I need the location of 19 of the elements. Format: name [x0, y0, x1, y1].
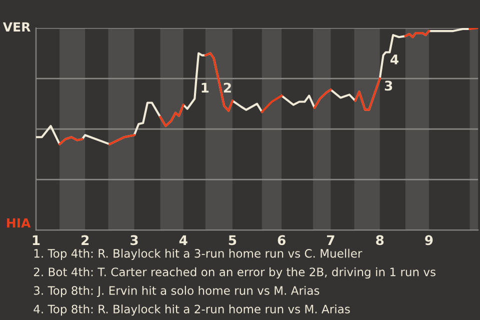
text: 1. Top 4th: R. Blaylock hit a 3-run home run vs C. Mueller	[34, 248, 362, 260]
text: HIA	[7, 218, 31, 228]
x-tick-label: 2	[82, 235, 89, 245]
annotation: 2	[224, 82, 231, 93]
x-tick-label: 4	[179, 235, 188, 245]
text: 3. Top 8th: J. Ervin hit a solo home run vs M. Arias	[34, 286, 320, 298]
x-tick-label: 3	[130, 235, 138, 246]
x-tick-label: 8	[376, 235, 384, 246]
text: 4. Top 8th: R. Blaylock hit a 2-run home run vs M. Arias	[34, 304, 350, 316]
x-tick-label: 7	[327, 235, 334, 245]
annotation: 3	[384, 80, 392, 91]
annotation: 1	[202, 82, 209, 93]
annotation: 4	[390, 54, 398, 64]
x-tick-label: 6	[278, 235, 286, 246]
text: VER	[2, 22, 30, 32]
x-tick-label: 9	[425, 235, 433, 246]
text: 2. Bot 4th: T. Carter reached on an error by the 2B, driving in 1 run vs	[34, 267, 436, 279]
x-tick-label: 5	[228, 235, 236, 246]
x-tick-label: 1	[32, 235, 40, 245]
